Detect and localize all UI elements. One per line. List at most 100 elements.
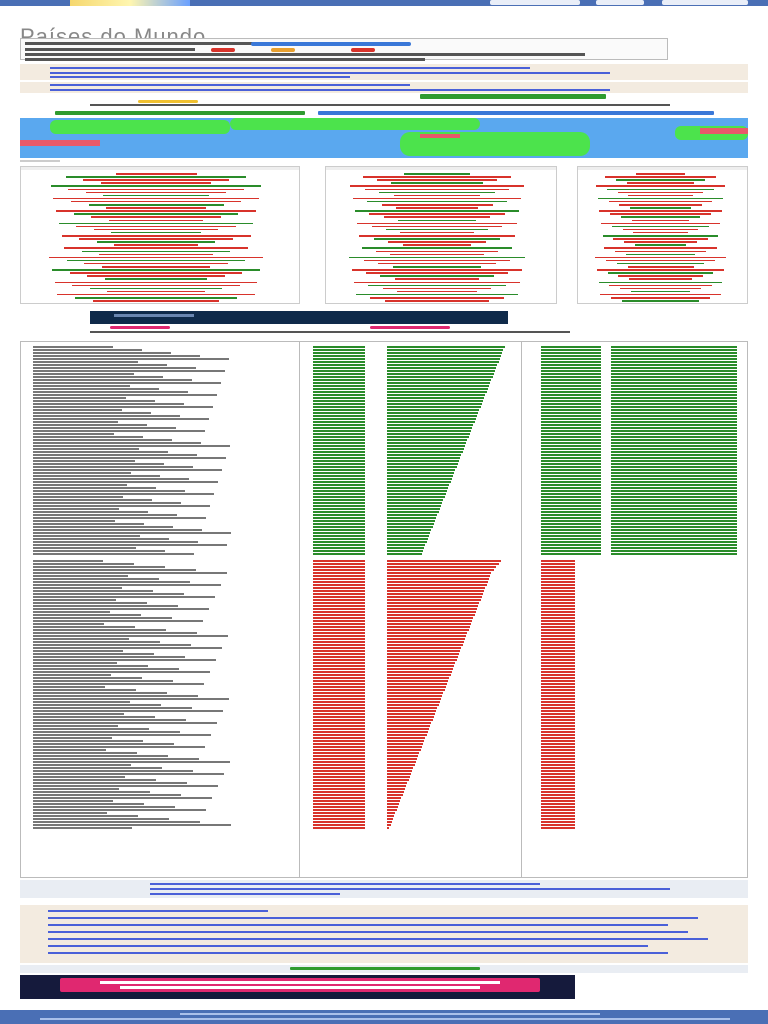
list-item[interactable] xyxy=(50,185,262,187)
table-row[interactable] xyxy=(33,656,185,658)
list-item[interactable] xyxy=(606,259,715,262)
table-row[interactable] xyxy=(33,523,144,525)
table-row[interactable] xyxy=(33,824,231,826)
table-row[interactable] xyxy=(33,593,184,595)
list-item[interactable] xyxy=(392,266,482,268)
list-item[interactable] xyxy=(379,191,495,194)
table-row[interactable] xyxy=(33,722,217,724)
table-row[interactable] xyxy=(33,701,130,703)
top-button-3[interactable] xyxy=(662,0,748,5)
list-item[interactable] xyxy=(363,259,511,262)
list-item[interactable] xyxy=(610,213,711,215)
list-item[interactable] xyxy=(96,241,216,243)
table-row[interactable] xyxy=(33,710,223,712)
list-item[interactable] xyxy=(52,269,260,271)
table-row[interactable] xyxy=(33,454,197,456)
list-item[interactable] xyxy=(602,235,719,237)
table-row[interactable] xyxy=(33,671,210,673)
table-row[interactable] xyxy=(33,809,206,811)
table-row[interactable] xyxy=(33,412,151,414)
table-row[interactable] xyxy=(33,686,105,688)
table-row[interactable] xyxy=(33,737,112,739)
list-item[interactable] xyxy=(369,213,505,215)
table-row[interactable] xyxy=(33,445,230,447)
table-row[interactable] xyxy=(33,553,194,555)
table-row[interactable] xyxy=(33,566,165,568)
table-row[interactable] xyxy=(33,427,176,429)
table-row[interactable] xyxy=(33,683,204,685)
list-item[interactable] xyxy=(364,188,510,190)
bottom-link[interactable] xyxy=(40,1018,730,1020)
list-item[interactable] xyxy=(635,173,686,175)
table-row[interactable] xyxy=(33,406,213,408)
table-row[interactable] xyxy=(33,647,222,649)
table-row[interactable] xyxy=(33,421,118,423)
list-item[interactable] xyxy=(70,200,242,203)
table-row[interactable] xyxy=(33,698,229,700)
table-row[interactable] xyxy=(33,728,149,730)
table-row[interactable] xyxy=(33,764,131,766)
world-map[interactable] xyxy=(20,118,748,158)
info-line[interactable] xyxy=(50,72,610,74)
table-row[interactable] xyxy=(33,538,169,540)
table-row[interactable] xyxy=(33,403,184,405)
table-row[interactable] xyxy=(33,608,209,610)
table-row[interactable] xyxy=(33,773,224,775)
list-item[interactable] xyxy=(624,241,697,243)
list-item[interactable] xyxy=(388,241,486,243)
table-row[interactable] xyxy=(33,788,119,790)
table-row[interactable] xyxy=(33,472,131,474)
table-row[interactable] xyxy=(33,466,193,468)
table-row[interactable] xyxy=(33,617,172,619)
table-row[interactable] xyxy=(33,794,181,796)
list-item[interactable] xyxy=(111,231,201,234)
footer-green-button[interactable] xyxy=(290,967,480,970)
table-row[interactable] xyxy=(33,511,148,513)
table-row[interactable] xyxy=(33,448,139,450)
list-item[interactable] xyxy=(56,210,256,212)
list-item[interactable] xyxy=(352,197,522,200)
table-row[interactable] xyxy=(33,692,167,694)
list-item[interactable] xyxy=(398,219,476,221)
table-row[interactable] xyxy=(33,478,189,480)
table-row[interactable] xyxy=(33,752,137,754)
table-row[interactable] xyxy=(33,457,226,459)
list-item[interactable] xyxy=(89,287,223,290)
list-item[interactable] xyxy=(397,290,477,293)
table-row[interactable] xyxy=(33,770,193,772)
table-row[interactable] xyxy=(33,520,115,522)
list-item[interactable] xyxy=(618,275,703,277)
list-item[interactable] xyxy=(53,197,259,200)
list-item[interactable] xyxy=(107,290,205,293)
list-item[interactable] xyxy=(79,238,233,240)
table-row[interactable] xyxy=(33,572,227,574)
list-item[interactable] xyxy=(92,300,220,302)
table-row[interactable] xyxy=(33,460,135,462)
table-row[interactable] xyxy=(33,430,205,432)
table-row[interactable] xyxy=(33,665,148,667)
table-row[interactable] xyxy=(33,704,161,706)
bottom-link[interactable] xyxy=(180,1013,600,1015)
table-row[interactable] xyxy=(33,418,209,420)
list-item[interactable] xyxy=(382,287,492,290)
list-item[interactable] xyxy=(626,182,695,184)
table-row[interactable] xyxy=(33,508,119,510)
list-item[interactable] xyxy=(625,253,696,256)
list-item[interactable] xyxy=(377,179,497,181)
table-row[interactable] xyxy=(33,493,214,495)
list-item[interactable] xyxy=(73,213,239,215)
table-row[interactable] xyxy=(33,755,168,757)
list-item[interactable] xyxy=(617,191,704,194)
related-link[interactable] xyxy=(48,910,268,912)
blue-tab[interactable] xyxy=(318,111,714,115)
table-row[interactable] xyxy=(33,355,200,357)
list-item[interactable] xyxy=(628,194,693,197)
list-item[interactable] xyxy=(115,173,197,175)
list-item[interactable] xyxy=(88,204,224,206)
info-line[interactable] xyxy=(50,67,530,69)
table-row[interactable] xyxy=(33,490,185,492)
list-item[interactable] xyxy=(630,290,691,293)
list-item[interactable] xyxy=(613,238,708,240)
list-item[interactable] xyxy=(375,250,499,252)
list-item[interactable] xyxy=(606,188,715,190)
